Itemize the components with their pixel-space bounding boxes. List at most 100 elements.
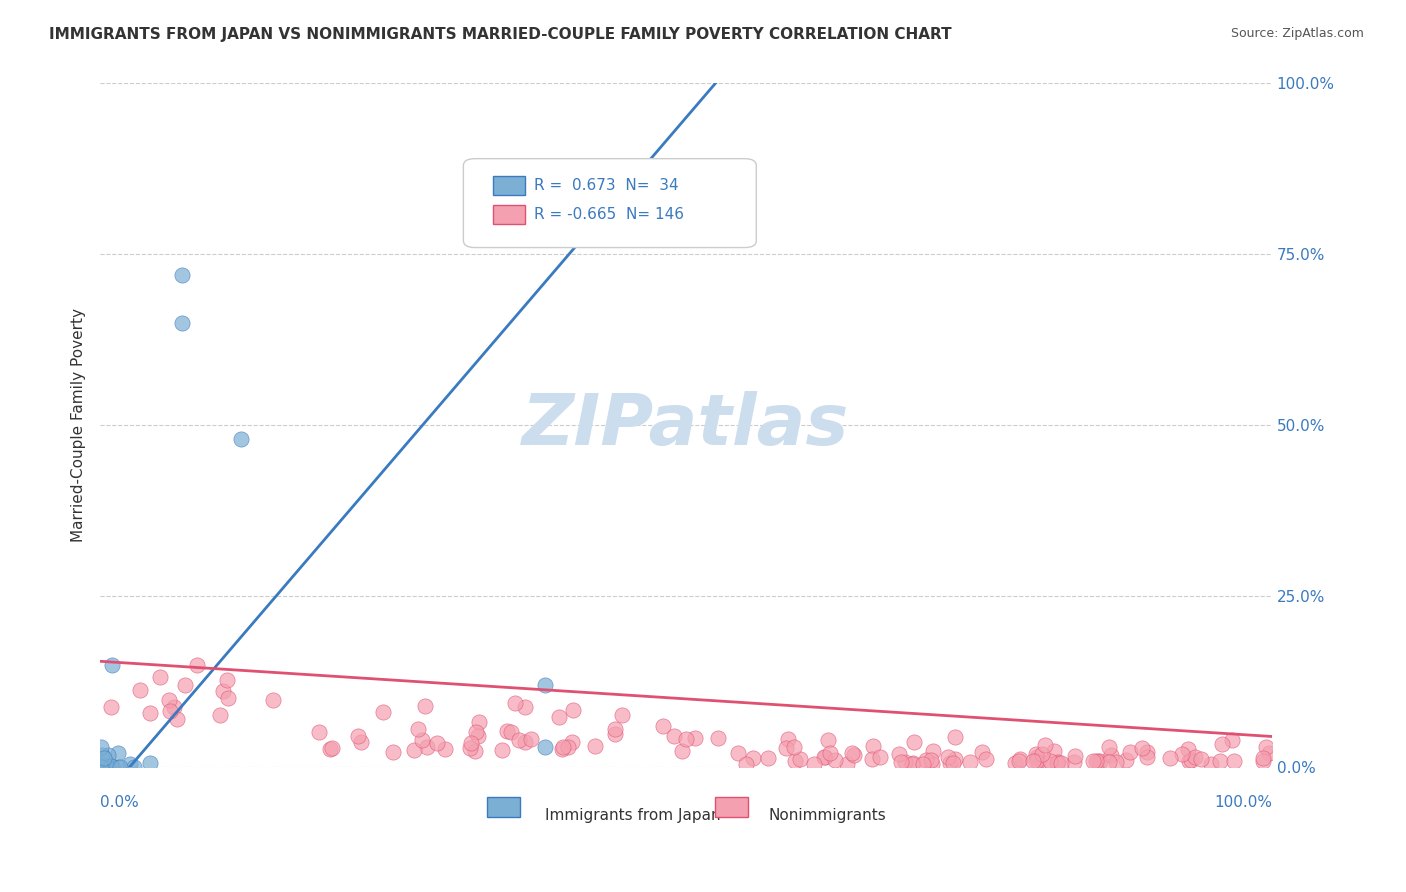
Nonimmigrants <box>959 755 981 769</box>
Immigrants from Japan <box>93 751 115 765</box>
Immigrants from Japan <box>139 756 162 771</box>
Nonimmigrants <box>1087 754 1109 768</box>
Nonimmigrants <box>464 724 486 739</box>
Nonimmigrants <box>1251 751 1274 765</box>
Nonimmigrants <box>501 724 523 739</box>
Nonimmigrants <box>1008 751 1031 765</box>
Nonimmigrants <box>308 725 330 739</box>
Nonimmigrants <box>862 739 884 753</box>
Nonimmigrants <box>1254 739 1277 754</box>
Nonimmigrants <box>1177 742 1199 756</box>
Nonimmigrants <box>894 755 917 769</box>
Text: R = -0.665  N= 146: R = -0.665 N= 146 <box>534 207 683 222</box>
Nonimmigrants <box>1035 756 1057 770</box>
Nonimmigrants <box>778 732 800 747</box>
Nonimmigrants <box>1039 754 1062 768</box>
Nonimmigrants <box>513 700 536 714</box>
Nonimmigrants <box>425 736 447 750</box>
Immigrants from Japan <box>108 760 131 774</box>
Nonimmigrants <box>813 750 835 764</box>
Immigrants from Japan <box>107 760 129 774</box>
Nonimmigrants <box>520 732 543 747</box>
Immigrants from Japan <box>172 316 194 330</box>
Nonimmigrants <box>1025 754 1047 768</box>
Nonimmigrants <box>1042 744 1064 758</box>
Immigrants from Japan <box>90 760 112 774</box>
Immigrants from Japan <box>89 760 111 774</box>
Y-axis label: Married-Couple Family Poverty: Married-Couple Family Poverty <box>72 309 86 542</box>
Nonimmigrants <box>321 740 343 755</box>
Immigrants from Japan <box>89 760 111 774</box>
Nonimmigrants <box>1209 754 1232 768</box>
Nonimmigrants <box>835 756 858 771</box>
FancyBboxPatch shape <box>492 205 526 224</box>
Nonimmigrants <box>1098 740 1121 755</box>
Nonimmigrants <box>789 752 811 766</box>
FancyBboxPatch shape <box>464 159 756 248</box>
Nonimmigrants <box>496 724 519 739</box>
Immigrants from Japan <box>90 756 112 771</box>
Nonimmigrants <box>217 691 239 706</box>
Nonimmigrants <box>1115 753 1137 767</box>
Text: Immigrants from Japan: Immigrants from Japan <box>546 808 721 823</box>
Nonimmigrants <box>775 740 797 755</box>
FancyBboxPatch shape <box>716 797 748 816</box>
Nonimmigrants <box>1026 755 1049 769</box>
FancyBboxPatch shape <box>486 797 520 816</box>
Nonimmigrants <box>1251 755 1274 769</box>
Nonimmigrants <box>562 703 585 717</box>
Nonimmigrants <box>860 752 883 766</box>
Nonimmigrants <box>215 673 238 687</box>
Nonimmigrants <box>1159 751 1181 765</box>
Nonimmigrants <box>1050 756 1073 770</box>
Nonimmigrants <box>557 740 579 755</box>
Nonimmigrants <box>783 739 806 754</box>
Nonimmigrants <box>972 746 994 760</box>
Nonimmigrants <box>1258 747 1281 761</box>
Nonimmigrants <box>1064 748 1087 763</box>
Immigrants from Japan <box>90 760 112 774</box>
Immigrants from Japan <box>96 760 118 774</box>
Nonimmigrants <box>605 727 627 741</box>
Immigrants from Japan <box>100 759 122 773</box>
Nonimmigrants <box>735 756 758 771</box>
Nonimmigrants <box>936 750 959 764</box>
Text: 100.0%: 100.0% <box>1213 795 1272 810</box>
Immigrants from Japan <box>118 757 141 772</box>
Nonimmigrants <box>683 731 706 746</box>
Nonimmigrants <box>1105 755 1128 769</box>
Nonimmigrants <box>842 748 865 763</box>
Nonimmigrants <box>149 670 172 684</box>
Nonimmigrants <box>460 741 482 756</box>
Nonimmigrants <box>841 747 863 761</box>
Nonimmigrants <box>416 739 439 754</box>
Text: Nonimmigrants: Nonimmigrants <box>768 808 886 823</box>
Nonimmigrants <box>974 752 997 766</box>
Nonimmigrants <box>603 722 626 736</box>
Nonimmigrants <box>561 735 583 749</box>
Immigrants from Japan <box>91 758 114 772</box>
Nonimmigrants <box>707 731 730 745</box>
Nonimmigrants <box>583 739 606 753</box>
Nonimmigrants <box>1222 732 1244 747</box>
Nonimmigrants <box>209 707 232 722</box>
Nonimmigrants <box>1136 750 1159 764</box>
Immigrants from Japan <box>90 760 112 774</box>
Immigrants from Japan <box>124 760 146 774</box>
Nonimmigrants <box>350 734 373 748</box>
Nonimmigrants <box>371 706 394 720</box>
Nonimmigrants <box>1008 754 1031 768</box>
Nonimmigrants <box>186 657 208 672</box>
Nonimmigrants <box>1222 754 1244 768</box>
Nonimmigrants <box>1025 747 1047 762</box>
Nonimmigrants <box>1046 756 1069 771</box>
Text: R =  0.673  N=  34: R = 0.673 N= 34 <box>534 178 678 193</box>
Nonimmigrants <box>941 756 963 770</box>
Nonimmigrants <box>411 733 433 747</box>
Immigrants from Japan <box>91 748 114 763</box>
Nonimmigrants <box>652 719 675 733</box>
Nonimmigrants <box>1130 740 1153 755</box>
Immigrants from Japan <box>101 657 124 672</box>
Nonimmigrants <box>163 699 186 714</box>
Nonimmigrants <box>803 756 825 771</box>
